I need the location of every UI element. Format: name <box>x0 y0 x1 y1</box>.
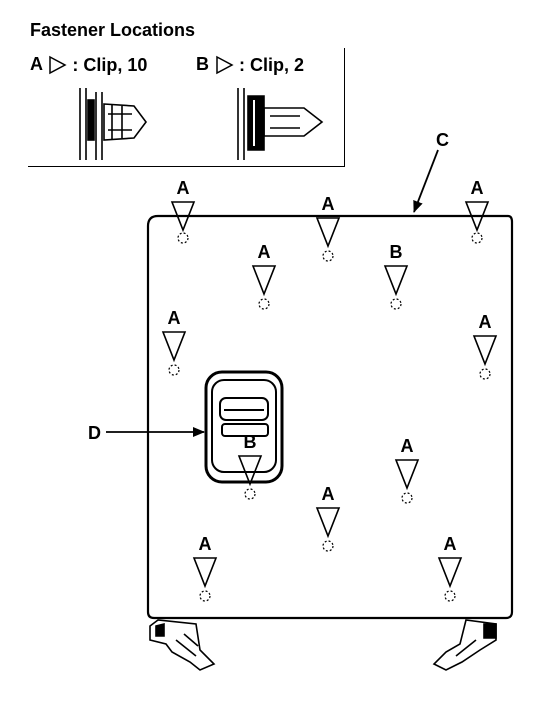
clip-label: A <box>322 194 335 214</box>
clip-pointer-icon <box>192 557 218 589</box>
clip-marker: A <box>437 534 463 602</box>
clip-hole <box>390 298 402 310</box>
door-panel-outline <box>146 214 514 620</box>
clip-hole <box>177 232 189 244</box>
legend-letter-b: B <box>196 54 209 74</box>
legend-desc-b: : Clip, 2 <box>239 54 305 75</box>
legend-letter-a: A <box>30 54 43 74</box>
clip-pointer-icon <box>170 201 196 233</box>
callout-c-arrow <box>413 149 439 213</box>
callout-d-label: D <box>88 423 101 443</box>
clip-marker: B <box>237 432 263 500</box>
clip-pointer-icon <box>161 331 187 363</box>
clip-pointer-icon <box>383 265 409 297</box>
clip-marker: A <box>472 312 498 380</box>
clip-hole <box>401 492 413 504</box>
clip-hole <box>322 250 334 262</box>
clip-hole <box>444 590 456 602</box>
clip-label: A <box>199 534 212 554</box>
clip-label: B <box>244 432 257 452</box>
clip-hole <box>168 364 180 376</box>
clip-marker: A <box>315 484 341 552</box>
clip-hole <box>199 590 211 602</box>
clip-marker: A <box>251 242 277 310</box>
clip-hole <box>322 540 334 552</box>
clip-label: B <box>390 242 403 262</box>
page-title: Fastener Locations <box>30 20 196 40</box>
right-bottom-bracket <box>432 619 497 671</box>
clip-hole <box>471 232 483 244</box>
clip-marker: B <box>383 242 409 310</box>
clip-label: A <box>471 178 484 198</box>
clip-hole <box>479 368 491 380</box>
clip-marker: A <box>394 436 420 504</box>
clip-label: A <box>479 312 492 332</box>
clip-pointer-icon <box>472 335 498 367</box>
clip-label: A <box>177 178 190 198</box>
clip-pointer-icon <box>237 455 263 487</box>
clip-label: A <box>168 308 181 328</box>
clip-pointer-icon <box>464 201 490 233</box>
door-handle-cup <box>204 370 284 484</box>
clip-label: A <box>444 534 457 554</box>
clip-b-illustration <box>237 88 324 160</box>
fastener-legend: A : Clip, 10 B : Clip, 2 <box>28 48 345 167</box>
clip-pointer-icon <box>315 217 341 249</box>
clip-marker: A <box>192 534 218 602</box>
clip-a-illustration <box>79 88 147 160</box>
clip-triangle-icon <box>216 56 234 75</box>
clip-marker: A <box>464 178 490 244</box>
callout-c-label: C <box>436 130 449 150</box>
legend-desc-a: : Clip, 10 <box>72 54 148 75</box>
clip-triangle-icon <box>49 56 67 75</box>
clip-label: A <box>401 436 414 456</box>
clip-pointer-icon <box>437 557 463 589</box>
clip-label: A <box>322 484 335 504</box>
clip-marker: A <box>315 194 341 262</box>
clip-pointer-icon <box>394 459 420 491</box>
left-bottom-bracket <box>149 619 216 671</box>
clip-marker: A <box>170 178 196 244</box>
legend-item-b: B : Clip, 2 <box>196 54 304 76</box>
clip-pointer-icon <box>251 265 277 297</box>
clip-label: A <box>258 242 271 262</box>
clip-hole <box>258 298 270 310</box>
legend-item-a: A : Clip, 10 <box>30 54 147 76</box>
clip-hole <box>244 488 256 500</box>
clip-marker: A <box>161 308 187 376</box>
clip-pointer-icon <box>315 507 341 539</box>
